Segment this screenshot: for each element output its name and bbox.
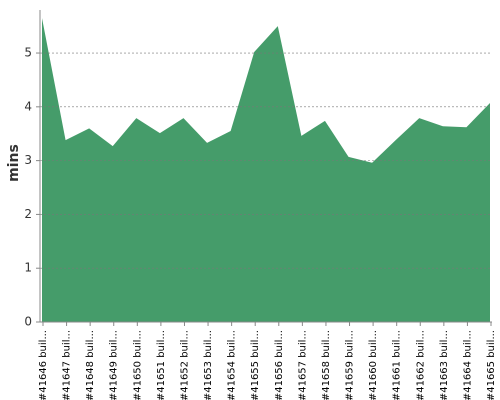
y-tick-label: 0 — [24, 315, 32, 329]
x-tick-label: #41657 buil... — [297, 330, 308, 400]
x-tick-label: #41658 buil... — [321, 330, 332, 400]
y-tick-label: 1 — [24, 261, 32, 275]
x-tick-label: #41654 buil... — [227, 330, 238, 400]
x-tick-label: #41661 buil... — [392, 330, 403, 400]
x-tick-label: #41663 buil... — [439, 330, 450, 400]
x-tick-label: #41656 buil... — [274, 330, 285, 400]
x-tick-label: #41664 buil... — [462, 330, 473, 400]
x-tick-label: #41649 buil... — [109, 330, 120, 400]
x-tick-label: #41650 buil... — [132, 330, 143, 400]
y-tick-label: 4 — [24, 99, 32, 113]
y-tick-label: 2 — [24, 207, 32, 221]
x-tick-label: #41648 buil... — [85, 330, 96, 400]
area — [42, 18, 490, 322]
x-tick-label: #41653 buil... — [203, 330, 214, 400]
x-tick-label: #41647 buil... — [62, 330, 73, 400]
x-tick-label: #41665 buil... — [486, 330, 497, 400]
x-tick-label: #41646 buil... — [38, 330, 49, 400]
y-tick-label: 3 — [24, 153, 32, 167]
y-axis-label: mins — [6, 144, 22, 182]
x-tick-label: #41659 buil... — [345, 330, 356, 400]
y-tick-label: 5 — [24, 46, 32, 60]
x-tick-label: #41660 buil... — [368, 330, 379, 400]
x-tick-label: #41655 buil... — [250, 330, 261, 400]
x-tick-label: #41652 buil... — [179, 330, 190, 400]
x-tick-label: #41651 buil... — [156, 330, 167, 400]
x-tick-label: #41662 buil... — [415, 330, 426, 400]
